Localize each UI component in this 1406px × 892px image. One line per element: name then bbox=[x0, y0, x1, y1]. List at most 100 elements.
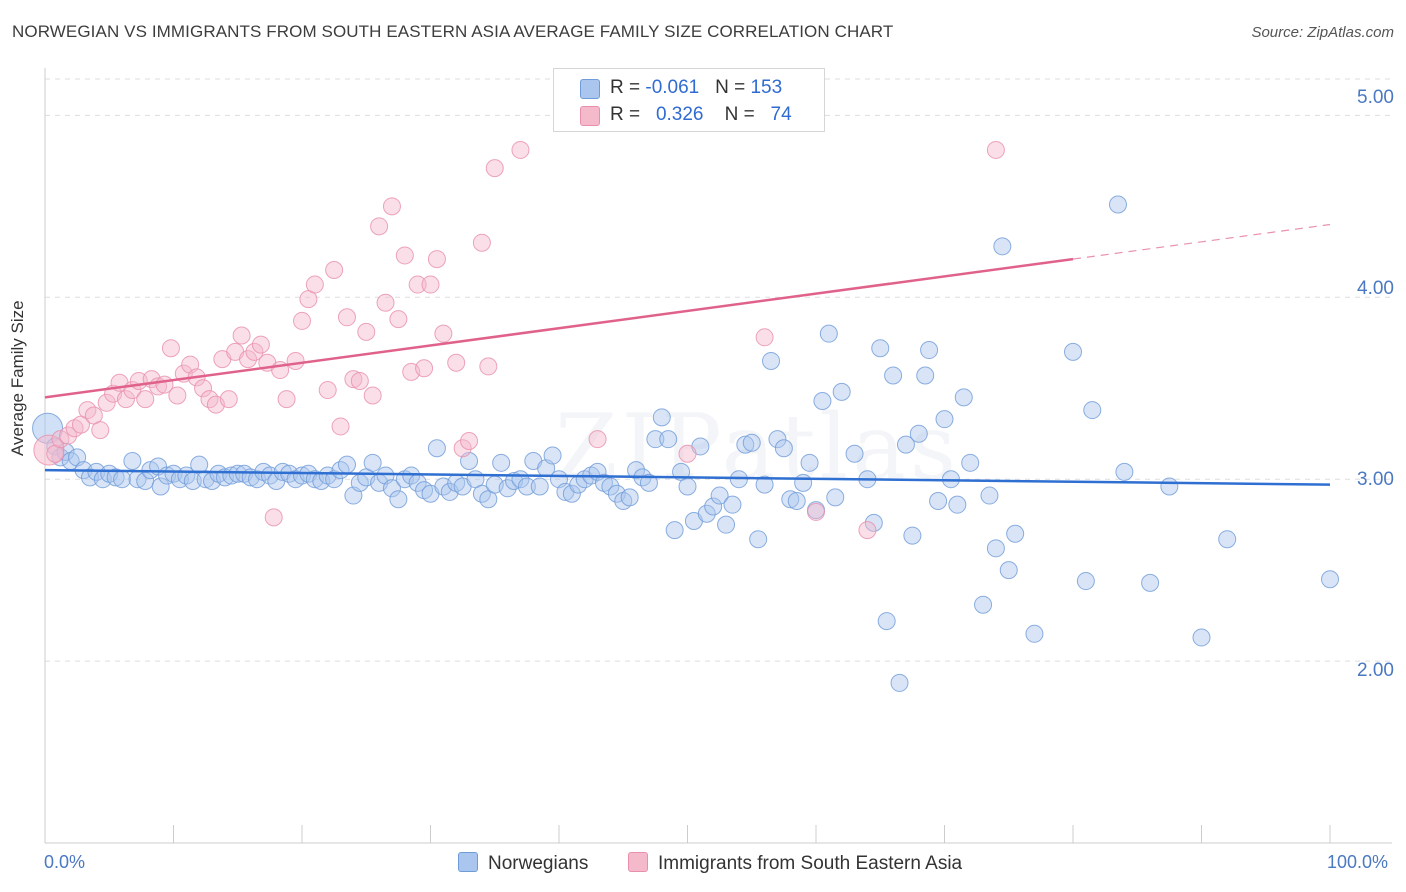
data-point-norwegians bbox=[774, 439, 793, 458]
data-point-norwegians bbox=[627, 461, 646, 480]
data-point-norwegians bbox=[948, 495, 967, 514]
data-point-norwegians bbox=[1141, 573, 1160, 592]
legend-label-norwegians: Norwegians bbox=[488, 853, 589, 874]
y-tick-label-5: 5.00 bbox=[1357, 87, 1394, 108]
x-tick-label-max: 100.0% bbox=[1327, 852, 1389, 872]
legend-n-value: 153 bbox=[750, 77, 783, 98]
data-point-norwegians bbox=[871, 339, 890, 358]
data-point-norwegians bbox=[543, 446, 562, 465]
data-point-immigrants bbox=[434, 324, 453, 343]
data-point-norwegians bbox=[151, 477, 170, 496]
data-point-immigrants bbox=[251, 335, 270, 354]
data-point-immigrants bbox=[97, 393, 116, 412]
data-point-immigrants bbox=[232, 326, 251, 345]
data-point-norwegians bbox=[787, 492, 806, 511]
data-point-norwegians bbox=[929, 492, 948, 511]
data-point-norwegians bbox=[877, 612, 896, 631]
data-point-norwegians bbox=[1076, 572, 1095, 591]
data-point-norwegians bbox=[762, 351, 781, 370]
data-point-norwegians bbox=[665, 521, 684, 540]
data-point-immigrants bbox=[245, 342, 264, 361]
data-point-norwegians bbox=[1192, 628, 1211, 647]
data-point-immigrants bbox=[331, 417, 350, 436]
data-point-norwegians bbox=[723, 495, 742, 514]
data-point-norwegians bbox=[954, 388, 973, 407]
data-point-norwegians bbox=[813, 391, 832, 410]
data-point-norwegians bbox=[678, 477, 697, 496]
y-axis-label: Average Family Size bbox=[8, 300, 27, 456]
legend-item-immigrants: Immigrants from South Eastern Asia bbox=[628, 852, 962, 875]
data-point-immigrants bbox=[472, 233, 491, 252]
data-point-immigrants bbox=[807, 502, 825, 521]
legend-r-label: R = bbox=[610, 77, 646, 98]
data-point-norwegians bbox=[749, 530, 768, 549]
data-point-norwegians bbox=[974, 595, 993, 614]
data-point-immigrants bbox=[479, 357, 498, 376]
data-point-immigrants bbox=[427, 250, 446, 269]
data-point-immigrants bbox=[91, 421, 110, 440]
data-point-norwegians bbox=[620, 488, 639, 507]
data-point-norwegians bbox=[710, 486, 729, 505]
y-tick-label-4: 4.00 bbox=[1357, 278, 1394, 299]
data-point-immigrants bbox=[511, 140, 530, 159]
data-point-immigrants bbox=[376, 293, 395, 312]
y-tick-label-2: 2.00 bbox=[1357, 660, 1394, 681]
legend-swatch-pink bbox=[628, 852, 648, 872]
legend-r-label: R = bbox=[610, 104, 646, 125]
data-point-norwegians bbox=[601, 477, 620, 496]
data-point-norwegians bbox=[845, 444, 864, 463]
data-point-immigrants bbox=[168, 386, 187, 405]
correlation-legend: R = -0.061 N = 153 R = 0.326 N = 74 bbox=[553, 68, 825, 132]
trend-line-norwegians bbox=[44, 468, 1331, 486]
data-point-immigrants bbox=[858, 521, 877, 540]
data-point-norwegians bbox=[106, 468, 125, 487]
data-point-norwegians bbox=[768, 430, 787, 449]
data-point-norwegians bbox=[492, 453, 511, 472]
data-point-norwegians bbox=[826, 488, 845, 507]
data-point-immigrants bbox=[194, 379, 213, 398]
data-point-norwegians bbox=[1160, 477, 1179, 496]
data-point-norwegians bbox=[1083, 401, 1102, 420]
legend-r-value: 0.326 bbox=[655, 104, 704, 125]
data-point-norwegians bbox=[794, 473, 813, 492]
data-point-norwegians bbox=[1006, 524, 1025, 543]
data-point-immigrants bbox=[395, 246, 414, 265]
data-point-norwegians bbox=[363, 453, 382, 472]
source-label: Source: ZipAtlas.com bbox=[1251, 24, 1394, 41]
data-point-immigrants bbox=[33, 434, 65, 466]
data-point-immigrants bbox=[239, 350, 258, 369]
data-point-norwegians bbox=[999, 561, 1018, 580]
data-point-immigrants bbox=[678, 444, 697, 463]
data-point-immigrants bbox=[264, 508, 283, 527]
data-point-norwegians bbox=[736, 435, 755, 454]
data-point-immigrants bbox=[389, 310, 408, 329]
data-point-immigrants bbox=[219, 390, 238, 409]
legend-swatch-blue bbox=[580, 79, 600, 99]
data-point-norwegians bbox=[986, 539, 1005, 558]
data-point-immigrants bbox=[447, 353, 466, 372]
legend-swatch-pink bbox=[580, 106, 600, 126]
data-point-norwegians bbox=[530, 477, 549, 496]
data-point-immigrants bbox=[136, 390, 155, 409]
legend-label-immigrants: Immigrants from South Eastern Asia bbox=[658, 853, 963, 874]
data-point-immigrants bbox=[588, 430, 607, 449]
data-point-immigrants bbox=[421, 275, 440, 294]
watermark: ZIPatlas bbox=[555, 395, 961, 500]
data-point-immigrants bbox=[986, 140, 1005, 159]
data-point-immigrants bbox=[277, 390, 296, 409]
data-point-norwegians bbox=[562, 484, 581, 503]
data-point-norwegians bbox=[639, 473, 658, 492]
data-point-immigrants bbox=[485, 159, 504, 178]
data-point-norwegians bbox=[382, 479, 401, 498]
data-point-immigrants bbox=[350, 371, 369, 390]
data-point-norwegians bbox=[903, 526, 922, 545]
data-point-norwegians bbox=[916, 366, 935, 385]
data-point-norwegians bbox=[389, 490, 408, 509]
data-point-norwegians bbox=[1064, 342, 1082, 361]
data-point-immigrants bbox=[116, 390, 135, 409]
data-point-norwegians bbox=[1321, 570, 1339, 589]
data-point-norwegians bbox=[717, 515, 736, 534]
data-point-immigrants bbox=[382, 197, 401, 216]
data-point-immigrants bbox=[344, 370, 363, 389]
